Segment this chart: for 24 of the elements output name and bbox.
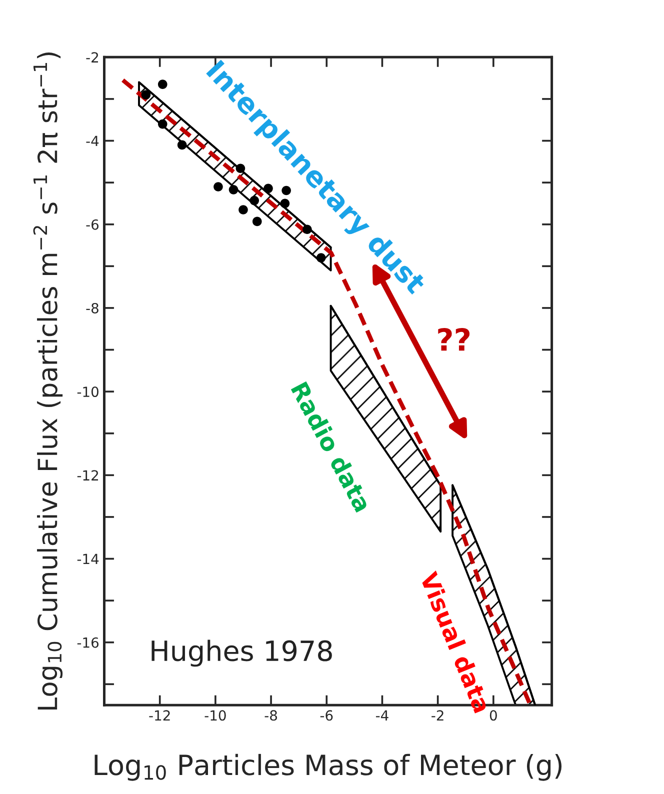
- x-tick-label: 0: [490, 710, 497, 721]
- y-tick-label: -10: [77, 386, 98, 398]
- y-tick-label: -16: [77, 637, 99, 648]
- y-tick-label: -2: [86, 52, 98, 62]
- point: [316, 253, 326, 262]
- point: [158, 80, 168, 89]
- y-tick-label: -8: [86, 302, 98, 314]
- x-tick-label: -2: [432, 710, 444, 720]
- x-tick-label: -8: [264, 710, 278, 721]
- x-tick-label: -4: [376, 710, 388, 720]
- point: [158, 119, 168, 129]
- x-tick-label: -12: [149, 710, 170, 720]
- y-tick-label: -4: [86, 136, 99, 146]
- point: [177, 140, 187, 150]
- x-tick-label: -6: [320, 710, 333, 721]
- x-tick-label: -10: [204, 710, 226, 721]
- y-tick-label: -12: [77, 470, 98, 480]
- annotation: ??: [438, 328, 470, 351]
- y-tick-label: -6: [86, 219, 99, 230]
- y-tick-label: -14: [77, 554, 99, 564]
- annotation: Hughes 1978: [152, 640, 332, 667]
- x-axis-title: Log$_{10}$ Particles Mass of Meteor (g): [94, 754, 562, 781]
- text: Log$_{10}$ Cumulative Flux (particles m$^{−2}$ s$^{−1}$ 2π str$^{−1}$): [33, 52, 63, 710]
- point: [141, 90, 151, 100]
